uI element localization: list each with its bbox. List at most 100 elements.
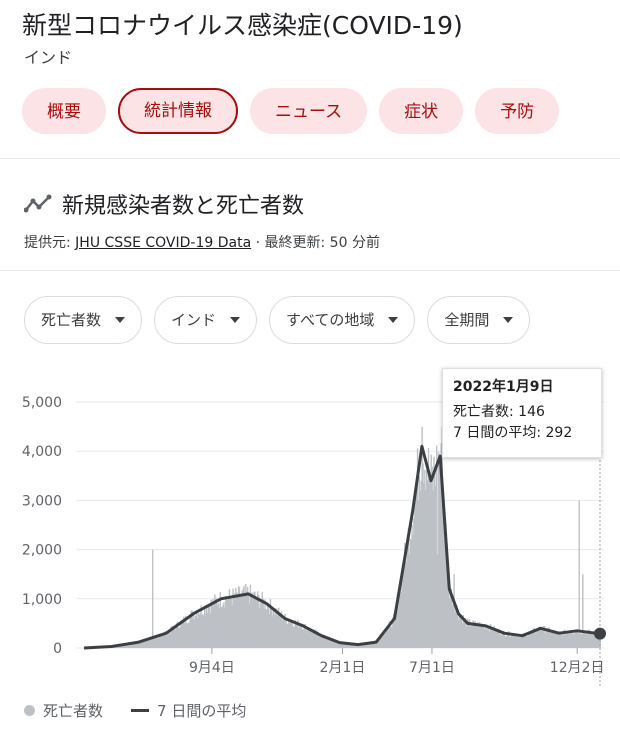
daily-death-bar — [284, 613, 286, 648]
daily-death-bar — [397, 606, 400, 648]
daily-death-bar — [594, 634, 597, 648]
daily-death-bar — [203, 616, 205, 648]
daily-death-bar — [537, 630, 539, 648]
daily-death-bar — [364, 643, 367, 648]
y-tick-label: 3,000 — [22, 493, 62, 509]
trend-line-icon — [24, 194, 52, 213]
daily-death-bar — [292, 626, 295, 648]
daily-death-bar — [440, 443, 442, 648]
daily-death-bar — [336, 641, 338, 648]
daily-death-bar — [535, 632, 537, 648]
last-updated: · 最終更新: 50 分前 — [255, 235, 380, 251]
daily-death-bar — [118, 645, 120, 648]
daily-death-bar — [350, 643, 352, 648]
tab-bar: 概要 統計情報 ニュース 症状 予防 — [22, 88, 571, 136]
daily-death-bar — [571, 633, 573, 648]
daily-death-bar — [309, 628, 312, 648]
daily-death-bar — [469, 626, 472, 648]
daily-death-bar — [398, 595, 400, 648]
daily-death-bar — [229, 596, 232, 648]
daily-death-bar — [255, 597, 257, 648]
daily-death-bar — [543, 625, 546, 648]
daily-death-bar — [551, 632, 553, 648]
daily-death-bar — [406, 535, 409, 648]
daily-death-bar — [146, 640, 148, 648]
daily-death-bar — [355, 644, 358, 648]
daily-death-bar — [246, 591, 248, 648]
period-dropdown[interactable]: 全期間 — [427, 296, 531, 344]
daily-death-bar — [220, 607, 222, 648]
daily-death-bar — [444, 536, 446, 648]
daily-death-bar — [335, 639, 337, 648]
daily-death-bar — [562, 630, 565, 648]
daily-death-bar — [430, 454, 432, 648]
daily-death-bar — [500, 635, 503, 648]
tab-prevention[interactable]: 予防 — [475, 88, 560, 134]
daily-death-bar — [402, 573, 404, 648]
tab-statistics[interactable]: 統計情報 — [118, 88, 238, 134]
daily-death-bar — [581, 633, 583, 648]
daily-death-bar — [385, 630, 388, 648]
daily-death-bar — [237, 585, 240, 648]
legend-line-label: 7 日間の平均 — [157, 702, 247, 720]
daily-death-bar — [196, 617, 199, 648]
daily-death-bar — [281, 620, 284, 648]
daily-death-bar — [352, 643, 354, 648]
daily-death-bar — [174, 629, 177, 648]
tab-overview[interactable]: 概要 — [22, 88, 106, 134]
daily-death-bar — [216, 605, 219, 648]
daily-death-bar — [182, 619, 184, 648]
daily-death-bar — [175, 623, 178, 648]
daily-death-bar — [407, 528, 410, 648]
source-link[interactable]: JHU CSSE COVID-19 Data — [75, 235, 252, 251]
daily-death-bar — [431, 466, 433, 648]
daily-death-bar — [337, 642, 339, 648]
x-tick-label: 2月1日 — [320, 660, 366, 676]
daily-death-bar — [201, 614, 203, 648]
daily-death-bar — [594, 632, 596, 648]
region-dropdown[interactable]: すべての地域 — [269, 296, 416, 344]
daily-death-bar — [495, 628, 497, 648]
daily-death-bar — [378, 640, 380, 648]
daily-death-bar — [120, 645, 122, 648]
metric-dropdown[interactable]: 死亡者数 — [24, 296, 143, 344]
daily-death-bar — [427, 447, 430, 648]
daily-death-bar — [187, 622, 190, 648]
daily-death-bar — [503, 632, 506, 648]
country-dropdown[interactable]: インド — [154, 296, 258, 344]
daily-death-bar — [458, 614, 461, 648]
tab-symptoms[interactable]: 症状 — [379, 88, 464, 134]
divider — [0, 158, 620, 159]
tab-news[interactable]: ニュース — [250, 88, 368, 134]
daily-death-bar — [173, 627, 175, 648]
daily-death-bar — [319, 636, 321, 648]
daily-death-bar — [269, 599, 272, 648]
daily-death-bar — [307, 630, 309, 648]
daily-death-bar — [209, 613, 211, 648]
daily-death-bar — [147, 638, 149, 648]
daily-death-bar — [549, 628, 551, 648]
daily-death-bar — [539, 629, 541, 648]
daily-death-bar — [564, 634, 567, 648]
daily-death-bar — [547, 627, 549, 648]
daily-death-bar — [552, 631, 555, 648]
daily-death-bar — [361, 644, 363, 648]
daily-death-bar — [373, 642, 375, 648]
daily-death-bar — [586, 631, 589, 648]
daily-death-bar — [352, 643, 355, 648]
daily-death-bar — [288, 620, 290, 648]
daily-death-bar — [558, 631, 560, 648]
daily-death-bar — [202, 613, 204, 648]
daily-death-bar — [488, 631, 491, 648]
daily-death-bar — [253, 591, 255, 648]
daily-death-bar — [451, 605, 453, 648]
daily-death-bar — [286, 623, 288, 648]
daily-death-bar — [211, 604, 213, 648]
deaths-chart[interactable]: 5,000 4,000 3,000 2,000 1,000 0 9月4日 2月1日 7月1日 12… — [0, 360, 620, 690]
daily-death-bar — [598, 632, 600, 648]
daily-death-bar — [134, 643, 137, 648]
legend-bar-label: 死亡者数 — [43, 702, 104, 720]
daily-death-bar — [528, 634, 530, 648]
daily-death-bar — [565, 632, 568, 648]
daily-death-bar — [505, 636, 507, 648]
